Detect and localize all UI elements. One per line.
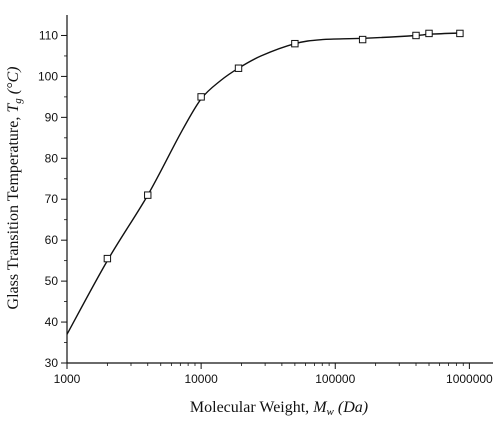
data-point-marker <box>412 31 420 40</box>
x-axis-title-unit: (Da) <box>334 399 368 416</box>
fit-curve-line <box>66 32 460 335</box>
y-tick-label: 30 <box>45 356 59 370</box>
x-tick-label: 100000 <box>315 372 355 386</box>
y-tick-label: 50 <box>45 274 59 288</box>
x-tick-label: 10000 <box>184 372 218 386</box>
y-tick-label: 90 <box>45 110 59 124</box>
data-point-marker <box>358 35 367 44</box>
y-tick-label: 100 <box>38 69 58 83</box>
y-axis-title-subscript: g <box>12 98 24 104</box>
data-point-marker <box>291 39 299 48</box>
data-point-marker <box>456 29 464 38</box>
y-axis-title-unit: (°C) <box>5 67 22 99</box>
fit-curve-layer <box>66 32 460 335</box>
y-axis-title-group: Glass Transition Temperature, Tg (°C) <box>5 67 24 310</box>
data-point-marker <box>197 93 205 101</box>
marker-layer <box>103 29 464 263</box>
x-axis-title-text: Molecular Weight, <box>190 399 313 416</box>
x-tick-label: 1000 <box>54 372 81 386</box>
data-point-marker <box>144 191 152 199</box>
y-axis-title-symbol: T <box>5 103 22 113</box>
x-axis-title: Molecular Weight, Mw (Da) <box>190 399 368 418</box>
y-tick-label: 40 <box>45 315 59 329</box>
y-axis-title-text: Glass Transition Temperature, <box>5 113 22 310</box>
x-axis-title-subscript: w <box>327 406 335 418</box>
data-point-marker <box>234 64 243 72</box>
x-tick-label: 1000000 <box>446 372 493 386</box>
data-point-marker <box>103 254 112 263</box>
data-point-marker <box>425 29 433 38</box>
y-tick-label: 60 <box>45 233 59 247</box>
x-axis-title-symbol: M <box>312 399 328 416</box>
y-tick-label: 70 <box>45 192 59 206</box>
y-tick-label: 80 <box>45 151 59 165</box>
axes: 1000 10000 100000 1000000 30 40 50 60 70 80 90 100 1… <box>38 15 493 386</box>
y-axis-title: Glass Transition Temperature, Tg (°C) <box>5 67 24 310</box>
y-tick-label: 110 <box>39 28 58 42</box>
